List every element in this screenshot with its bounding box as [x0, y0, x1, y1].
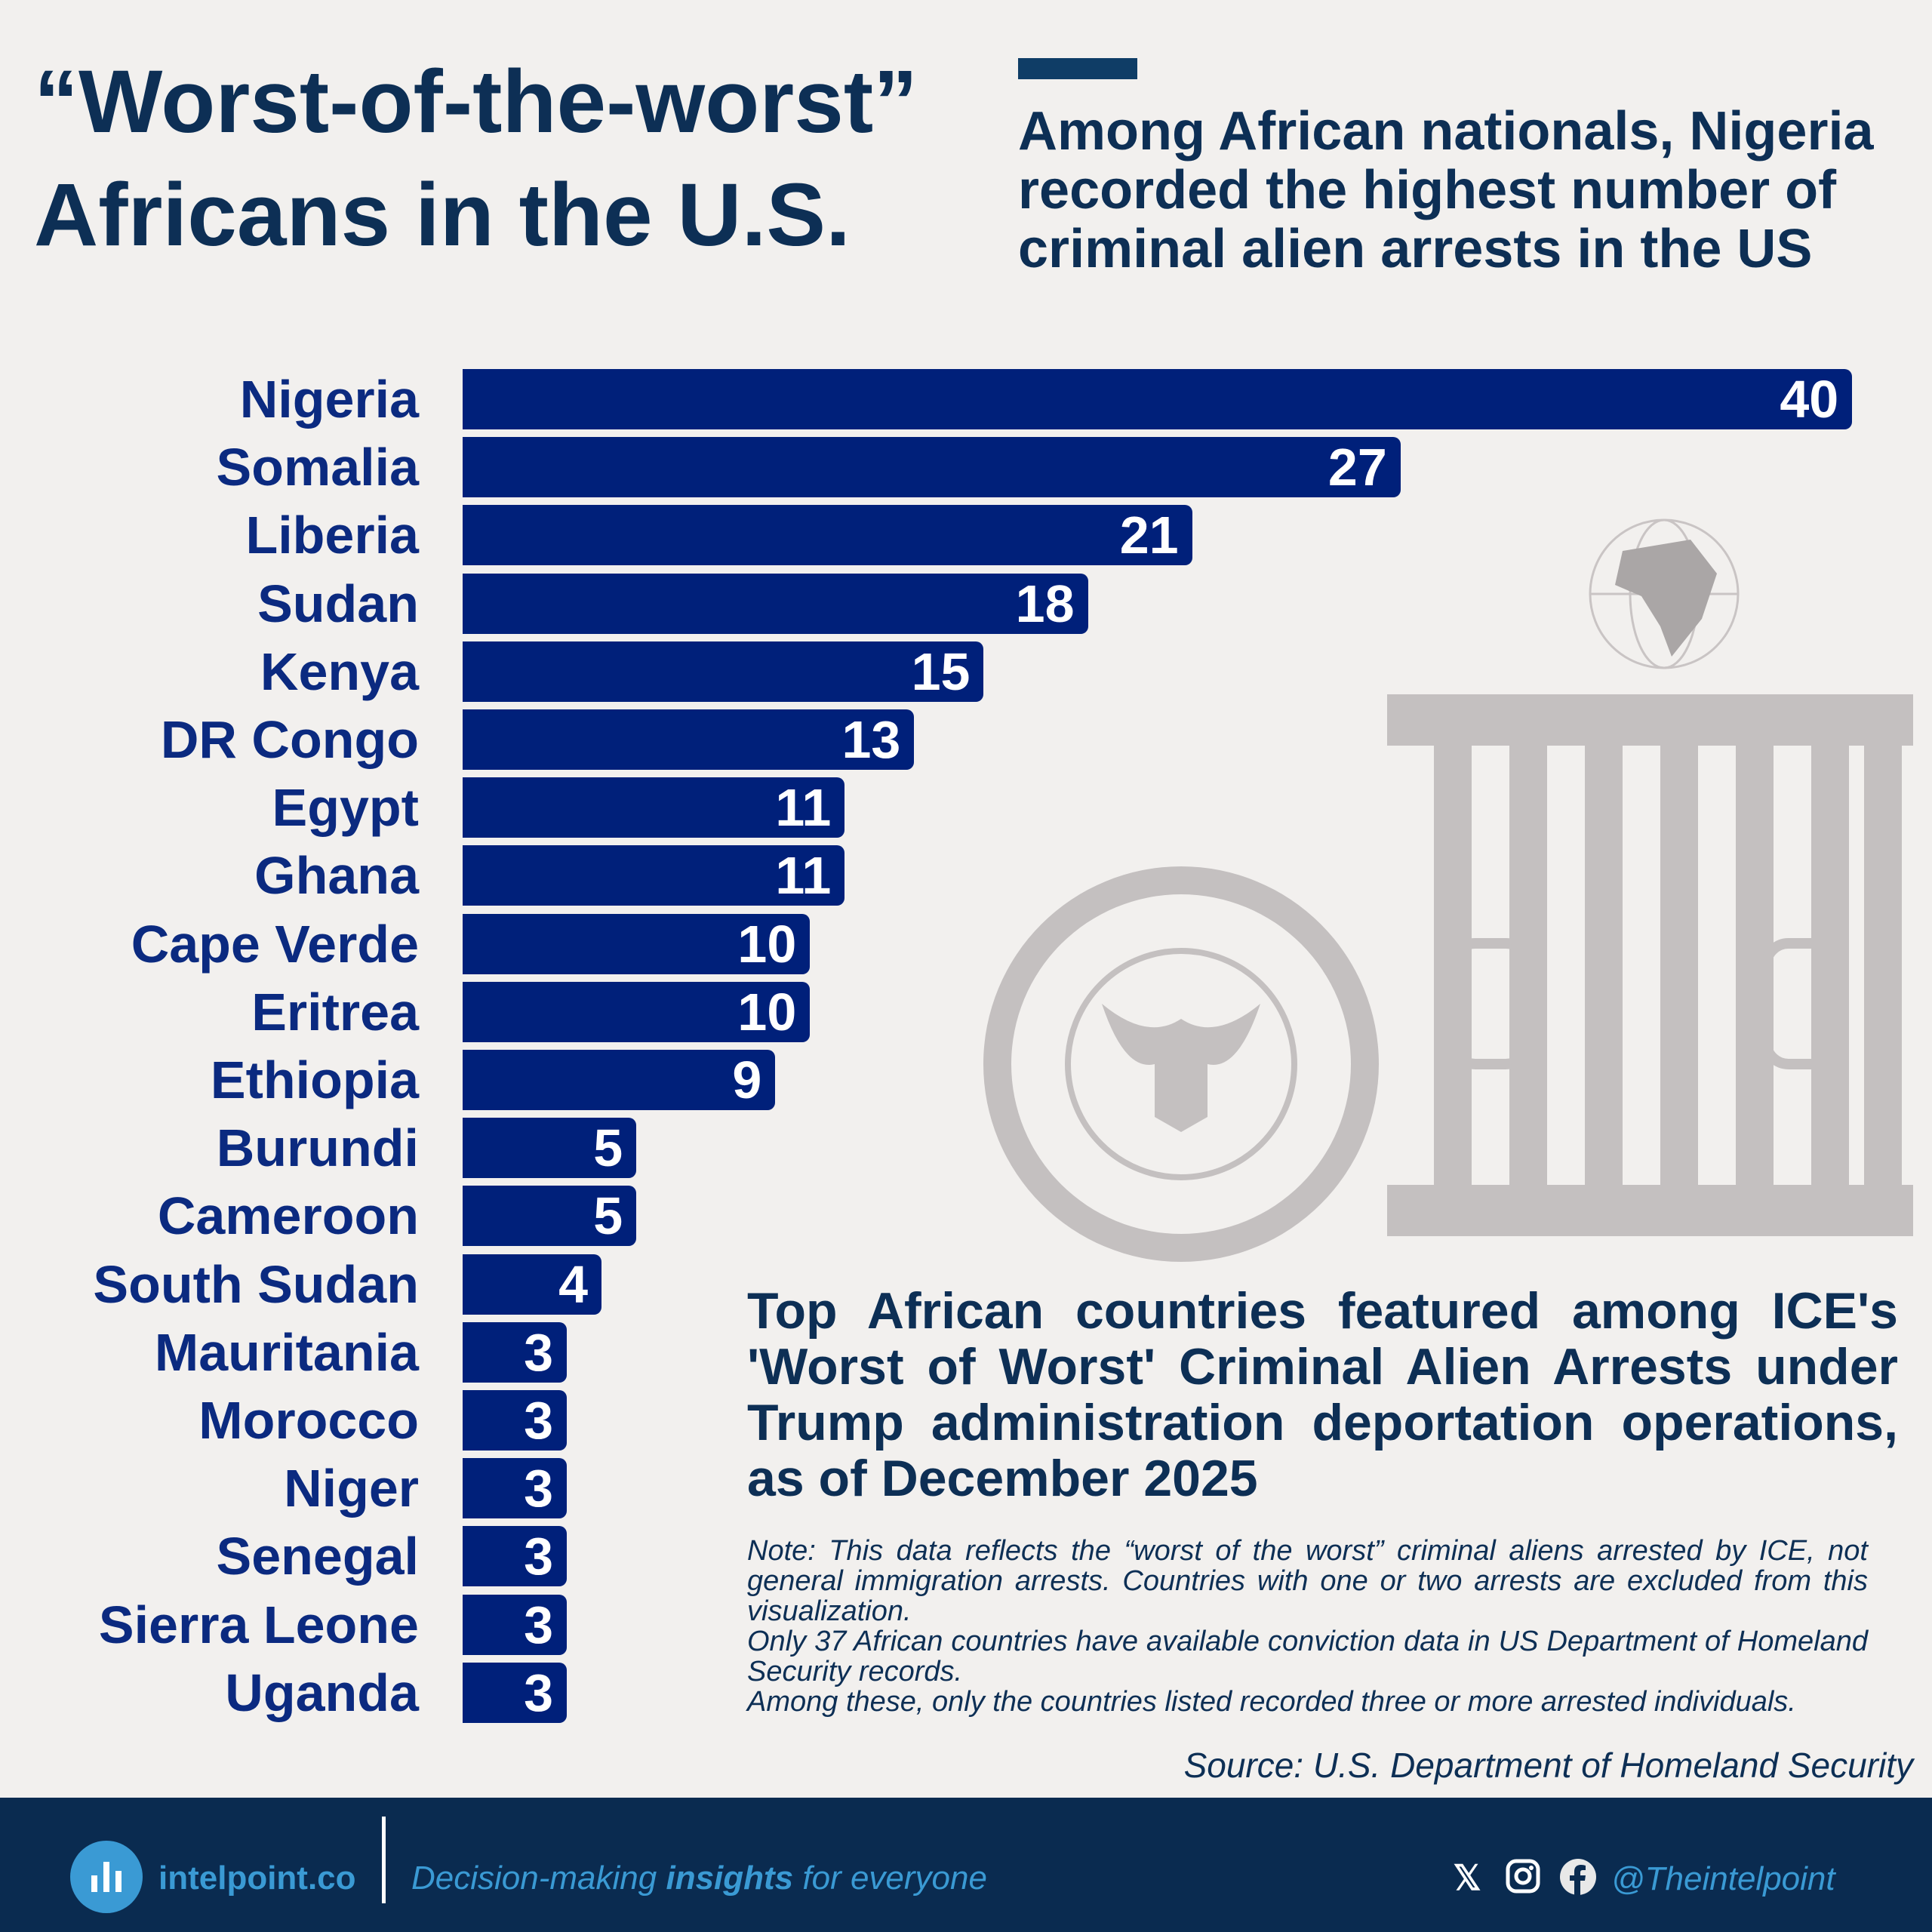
bar: 5 — [463, 1186, 637, 1247]
value-label: 9 — [732, 1051, 762, 1109]
value-label: 18 — [1015, 574, 1075, 633]
bar: 3 — [463, 1662, 568, 1723]
bar: 3 — [463, 1390, 568, 1451]
note: Note: This data reflects the “worst of t… — [747, 1536, 1868, 1717]
tagline-post: for everyone — [793, 1860, 987, 1897]
category-label: Burundi — [216, 1118, 419, 1178]
globe-icon — [1589, 518, 1740, 669]
value-label: 27 — [1327, 438, 1387, 497]
category-label: DR Congo — [160, 710, 419, 769]
bar: 11 — [463, 777, 845, 838]
value-label: 11 — [775, 846, 832, 906]
social-handle[interactable]: @Theintelpoint — [1611, 1860, 1835, 1897]
value-label: 15 — [911, 641, 971, 701]
category-label: Morocco — [198, 1391, 419, 1450]
x-icon[interactable]: 𝕏 — [1453, 1858, 1481, 1897]
category-label: Eritrea — [251, 982, 419, 1041]
bar: 10 — [463, 913, 811, 974]
bar: 18 — [463, 573, 1088, 634]
category-label: South Sudan — [93, 1254, 419, 1314]
jail-bars-icon — [1387, 694, 1913, 1236]
tagline-bold: insights — [666, 1860, 794, 1897]
category-label: Liberia — [245, 506, 419, 565]
accent-bar — [1018, 58, 1137, 79]
bar: 5 — [463, 1118, 637, 1179]
bar: 21 — [463, 505, 1192, 566]
brand-link[interactable]: intelpoint.co — [158, 1860, 356, 1897]
bar: 3 — [463, 1458, 568, 1519]
value-label: 40 — [1780, 370, 1839, 429]
note-line-2: Only 37 African countries have available… — [747, 1626, 1868, 1687]
footer: intelpoint.co Decision-making insights f… — [0, 1798, 1932, 1932]
source: Source: U.S. Department of Homeland Secu… — [1183, 1746, 1913, 1785]
tagline: Decision-making insights for everyone — [411, 1860, 987, 1897]
bar: 3 — [463, 1321, 568, 1383]
category-label: Somalia — [216, 438, 419, 497]
bar: 10 — [463, 981, 811, 1042]
dhs-seal-icon — [983, 866, 1379, 1262]
category-label: Sudan — [257, 574, 419, 633]
bar: 3 — [463, 1594, 568, 1655]
facebook-icon[interactable] — [1559, 1858, 1596, 1897]
bar: 13 — [463, 709, 915, 770]
title-line-1: “Worst-of-the-worst” — [34, 52, 918, 152]
bar: 15 — [463, 641, 984, 702]
intelpoint-logo-icon — [70, 1841, 143, 1913]
page-title: “Worst-of-the-worst” Africans in the U.S… — [34, 45, 918, 272]
category-label: Mauritania — [154, 1322, 419, 1382]
bar: 27 — [463, 437, 1401, 498]
category-label: Egypt — [272, 778, 419, 838]
category-label: Uganda — [225, 1663, 419, 1722]
bar: 9 — [463, 1050, 776, 1110]
title-line-2: Africans in the U.S. — [34, 165, 851, 265]
bar: 11 — [463, 845, 845, 906]
value-label: 3 — [524, 1322, 554, 1382]
note-line-3: Among these, only the countries listed r… — [747, 1686, 1796, 1718]
divider — [382, 1817, 386, 1903]
category-label: Ethiopia — [210, 1051, 419, 1109]
instagram-icon[interactable] — [1505, 1858, 1541, 1897]
chart-description: Top African countries featured among ICE… — [747, 1282, 1898, 1507]
category-label: Sierra Leone — [98, 1595, 419, 1654]
value-label: 3 — [524, 1663, 554, 1722]
bar: 4 — [463, 1254, 602, 1315]
category-label: Kenya — [260, 641, 419, 701]
value-label: 3 — [524, 1459, 554, 1518]
value-label: 13 — [841, 710, 901, 769]
value-label: 5 — [593, 1118, 623, 1178]
category-label: Ghana — [254, 846, 419, 906]
category-label: Nigeria — [239, 370, 419, 429]
value-label: 3 — [524, 1527, 554, 1586]
category-label: Cape Verde — [131, 914, 419, 974]
note-line-1: Note: This data reflects the “worst of t… — [747, 1535, 1868, 1627]
value-label: 11 — [775, 778, 832, 838]
bar: 40 — [463, 369, 1853, 429]
value-label: 21 — [1119, 506, 1179, 565]
category-label: Cameroon — [157, 1186, 419, 1246]
category-label: Senegal — [216, 1527, 419, 1586]
value-label: 10 — [737, 914, 797, 974]
value-label: 5 — [593, 1186, 623, 1246]
bar: 3 — [463, 1526, 568, 1587]
tagline-pre: Decision-making — [411, 1860, 666, 1897]
value-label: 3 — [524, 1391, 554, 1450]
value-label: 4 — [558, 1254, 589, 1314]
category-label: Niger — [284, 1459, 419, 1518]
value-label: 10 — [737, 982, 797, 1041]
value-label: 3 — [524, 1595, 554, 1654]
subtitle: Among African nationals, Nigeria recorde… — [1018, 101, 1874, 279]
